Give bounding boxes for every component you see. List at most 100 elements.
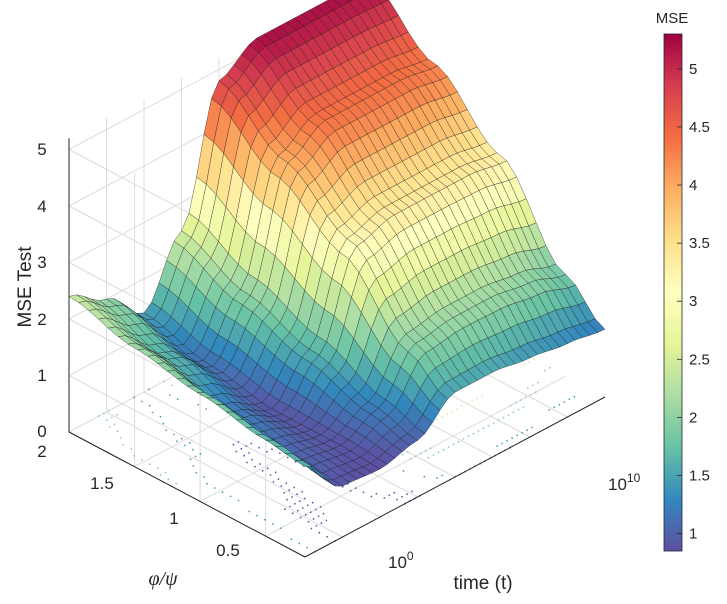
colorbar-tick-label: 2 — [689, 409, 697, 426]
z-tick-label: 3 — [37, 253, 46, 272]
contour-point — [325, 519, 328, 522]
contour-point — [289, 505, 291, 508]
contour-point — [423, 475, 426, 478]
contour-point — [243, 454, 246, 457]
contour-point — [306, 504, 309, 507]
contour-point — [472, 432, 475, 435]
contour-point — [294, 460, 297, 463]
z-tick-label: 1 — [37, 366, 46, 385]
contour-point — [296, 509, 299, 512]
contour-point — [529, 393, 532, 396]
contour-point — [531, 384, 534, 387]
surface-patch — [378, 0, 389, 4]
contour-point — [301, 507, 304, 509]
contour-point — [291, 512, 294, 515]
contour-point — [409, 457, 412, 460]
colorbar-tick-label: 3.5 — [689, 235, 710, 252]
contour-point — [195, 471, 198, 474]
contour-point — [248, 452, 251, 454]
contour-point — [354, 487, 357, 490]
contour-point — [424, 449, 427, 452]
contour-point — [237, 441, 240, 443]
contour-point — [406, 493, 408, 496]
contour-point — [471, 400, 473, 402]
contour-point — [298, 542, 301, 545]
contour-point — [467, 435, 470, 438]
contour-point — [203, 476, 206, 478]
contour-point — [291, 496, 293, 498]
contour-point — [441, 416, 443, 418]
contour-point — [502, 416, 505, 419]
contour-point — [519, 399, 522, 402]
contour-point — [528, 361, 531, 364]
contour-point — [175, 482, 178, 485]
contour-point — [477, 430, 480, 432]
contour-point — [304, 513, 307, 516]
colorbar-tick-label: 4 — [689, 177, 697, 194]
contour-point — [176, 440, 178, 443]
contour-point — [285, 482, 288, 485]
contour-point — [524, 396, 527, 399]
contour-point — [205, 408, 208, 410]
contour-point — [531, 426, 533, 429]
contour-point — [288, 489, 291, 492]
contour-point — [280, 485, 283, 487]
contour-point — [322, 512, 325, 515]
contour-point — [229, 495, 232, 498]
contour-point — [192, 465, 195, 467]
contour-point — [311, 501, 314, 504]
contour-point — [176, 398, 179, 401]
contour-point — [259, 463, 261, 465]
contour-point — [141, 459, 143, 461]
contour-point — [162, 422, 165, 425]
contour-point — [269, 474, 272, 476]
contour-point — [108, 409, 110, 412]
contour-point — [320, 522, 323, 525]
contour-point — [199, 452, 202, 455]
contour-point — [476, 397, 478, 400]
contour-point — [315, 524, 318, 527]
contour-point — [199, 394, 202, 397]
contour-point — [290, 538, 293, 541]
contour-point — [461, 405, 463, 408]
contour-point — [261, 469, 264, 472]
contour-point — [258, 446, 260, 449]
contour-point — [522, 406, 525, 408]
axis-line — [304, 396, 606, 558]
contour-point — [427, 456, 430, 459]
contour-point — [240, 447, 243, 450]
y-tick-label: 0.5 — [216, 541, 240, 560]
contour-point — [548, 409, 551, 411]
contour-point — [279, 452, 281, 455]
contour-point — [148, 463, 151, 466]
contour-point — [113, 423, 116, 426]
contour-point — [283, 491, 286, 494]
contour-point — [159, 474, 162, 477]
contour-point — [429, 447, 432, 450]
contour-point — [237, 499, 240, 502]
contour-point — [254, 465, 256, 468]
contour-point — [436, 477, 438, 480]
contour-point — [214, 487, 216, 489]
contour-point — [194, 455, 197, 458]
contour-point — [549, 366, 551, 369]
contour-point — [317, 515, 320, 518]
contour-point — [451, 410, 453, 413]
contour-point — [103, 412, 105, 415]
contour-point — [277, 478, 280, 481]
z-tick-label: 5 — [37, 140, 46, 159]
y-axis-label: φ/ψ — [148, 568, 178, 590]
contour-point — [165, 429, 168, 432]
contour-point — [133, 454, 136, 457]
contour-point — [411, 490, 413, 493]
contour-point — [271, 523, 274, 525]
contour-point — [299, 500, 301, 503]
contour-point — [306, 546, 308, 549]
contour-point — [442, 448, 445, 451]
contour-point — [523, 363, 526, 366]
contour-point — [122, 443, 125, 446]
contour-point — [168, 394, 171, 396]
contour-point — [181, 437, 183, 440]
mse-surface — [68, 0, 606, 487]
